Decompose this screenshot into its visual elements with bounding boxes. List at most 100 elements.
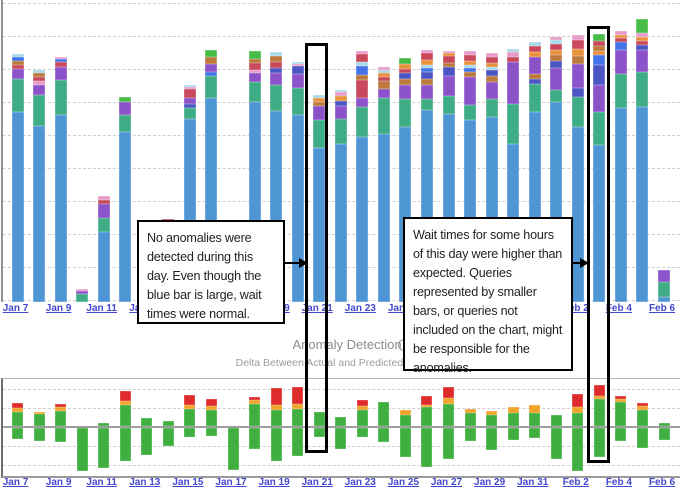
- delta-up-green-Jan-16[interactable]: [205, 410, 217, 426]
- x-axis-label-Jan-7[interactable]: Jan 7: [2, 477, 29, 488]
- stacked-bar-Feb-5[interactable]: [636, 19, 649, 302]
- delta-down-green-Feb-2[interactable]: [572, 428, 584, 471]
- delta-down-green-Jan-15[interactable]: [184, 428, 196, 437]
- delta-down-green-Jan-26[interactable]: [421, 428, 433, 467]
- delta-up-red-Jan-23[interactable]: [356, 400, 368, 406]
- delta-up-red-Jan-7[interactable]: [12, 403, 23, 408]
- delta-down-green-Jan-16[interactable]: [205, 428, 217, 436]
- delta-up-green-Jan-29[interactable]: [486, 415, 498, 426]
- delta-down-green-Jan-25[interactable]: [399, 428, 411, 457]
- x-axis-label-Jan-15[interactable]: Jan 15: [172, 477, 204, 488]
- delta-up-red-Jan-20[interactable]: [292, 387, 304, 404]
- delta-up-orange-Jan-29[interactable]: [486, 411, 498, 415]
- delta-up-red-Feb-4[interactable]: [615, 396, 627, 399]
- delta-up-orange-Jan-12[interactable]: [119, 401, 131, 405]
- x-axis-label-Jan-23[interactable]: Jan 23: [344, 477, 376, 488]
- delta-up-orange-Jan-18[interactable]: [249, 400, 261, 404]
- x-axis-label-Jan-27[interactable]: Jan 27: [430, 477, 463, 488]
- delta-down-green-Jan-22[interactable]: [335, 428, 347, 449]
- delta-down-green-Jan-31[interactable]: [529, 428, 541, 438]
- stacked-bar-Jan-24[interactable]: [377, 67, 390, 302]
- delta-down-green-Jan-19[interactable]: [270, 428, 282, 461]
- delta-up-red-Jan-19[interactable]: [270, 388, 282, 405]
- delta-down-green-Jan-9[interactable]: [55, 428, 67, 442]
- stacked-bar-Feb-3[interactable]: [593, 34, 606, 302]
- delta-up-orange-Jan-23[interactable]: [356, 406, 368, 410]
- stacked-bar-Jan-11[interactable]: [97, 196, 110, 302]
- delta-up-orange-Jan-27[interactable]: [443, 398, 454, 404]
- delta-up-orange-Jan-8[interactable]: [33, 412, 45, 414]
- delta-up-green-Feb-5[interactable]: [636, 410, 648, 426]
- delta-down-green-Jan-10[interactable]: [76, 428, 88, 471]
- delta-up-red-Feb-5[interactable]: [636, 403, 648, 406]
- delta-up-orange-Jan-28[interactable]: [464, 409, 476, 413]
- delta-up-green-Jan-9[interactable]: [55, 411, 67, 426]
- delta-up-red-Jan-16[interactable]: [205, 399, 217, 406]
- stacked-bar-Jan-23[interactable]: [356, 51, 369, 302]
- delta-up-orange-Jan-25[interactable]: [399, 410, 411, 415]
- delta-up-green-Jan-15[interactable]: [184, 409, 196, 426]
- delta-up-green-Jan-28[interactable]: [464, 413, 476, 426]
- delta-up-green-Feb-1[interactable]: [550, 415, 562, 426]
- delta-up-red-Jan-26[interactable]: [421, 396, 433, 405]
- x-axis-label-Feb-2[interactable]: Feb 2: [562, 477, 589, 488]
- delta-up-orange-Jan-30[interactable]: [507, 407, 519, 413]
- delta-up-orange-Jan-9[interactable]: [55, 407, 67, 411]
- delta-up-green-Jan-25[interactable]: [399, 415, 411, 426]
- delta-down-green-Jan-30[interactable]: [507, 428, 519, 440]
- delta-down-green-Feb-3[interactable]: [593, 428, 605, 457]
- delta-up-orange-Jan-31[interactable]: [529, 405, 541, 413]
- delta-up-orange-Jan-16[interactable]: [205, 406, 217, 410]
- delta-up-orange-Jan-20[interactable]: [292, 404, 304, 409]
- x-axis-label-Jan-11[interactable]: Jan 11: [86, 303, 117, 314]
- x-axis-label-Feb-4[interactable]: Feb 4: [605, 303, 632, 314]
- delta-up-green-Jan-27[interactable]: [443, 404, 454, 426]
- delta-up-green-Feb-6[interactable]: [658, 423, 670, 426]
- delta-down-green-Jan-28[interactable]: [464, 428, 476, 441]
- delta-up-red-Feb-2[interactable]: [572, 394, 584, 407]
- stacked-bar-Jan-12[interactable]: [119, 97, 132, 302]
- x-axis-label-Feb-6[interactable]: Feb 6: [648, 477, 676, 488]
- delta-down-green-Jan-27[interactable]: [443, 428, 454, 459]
- delta-up-green-Jan-14[interactable]: [162, 421, 174, 426]
- x-axis-label-Feb-4[interactable]: Feb 4: [605, 477, 632, 488]
- delta-down-green-Feb-6[interactable]: [658, 428, 670, 440]
- delta-up-green-Jan-8[interactable]: [33, 414, 45, 426]
- delta-up-green-Jan-12[interactable]: [119, 405, 131, 426]
- delta-up-green-Jan-7[interactable]: [12, 412, 23, 426]
- delta-up-red-Jan-18[interactable]: [249, 397, 261, 400]
- delta-up-green-Jan-31[interactable]: [529, 413, 541, 426]
- delta-up-green-Jan-24[interactable]: [378, 402, 390, 426]
- delta-up-red-Jan-27[interactable]: [443, 387, 454, 398]
- x-axis-label-Jan-23[interactable]: Jan 23: [344, 303, 376, 314]
- delta-down-green-Jan-29[interactable]: [486, 428, 498, 450]
- delta-up-orange-Feb-5[interactable]: [636, 406, 648, 410]
- delta-down-green-Jan-24[interactable]: [378, 428, 390, 442]
- delta-up-orange-Jan-26[interactable]: [421, 405, 433, 407]
- delta-up-orange-Jan-15[interactable]: [184, 405, 196, 409]
- x-axis-label-Jan-31[interactable]: Jan 31: [517, 477, 549, 488]
- delta-down-green-Feb-4[interactable]: [615, 428, 627, 441]
- stacked-bar-Jan-20[interactable]: [291, 62, 304, 302]
- delta-up-green-Jan-13[interactable]: [141, 418, 153, 426]
- x-axis-label-Feb-2[interactable]: Feb 2: [562, 303, 589, 314]
- delta-up-green-Feb-3[interactable]: [593, 399, 605, 426]
- x-axis-label-Feb-6[interactable]: Feb 6: [648, 303, 676, 314]
- delta-down-green-Jan-8[interactable]: [33, 428, 45, 441]
- x-axis-label-Jan-21[interactable]: Jan 21: [301, 303, 333, 314]
- stacked-bar-Jan-7[interactable]: [11, 54, 24, 302]
- delta-up-orange-Feb-2[interactable]: [572, 407, 584, 413]
- x-axis-label-Jan-29[interactable]: Jan 29: [474, 477, 506, 488]
- delta-up-green-Jan-26[interactable]: [421, 407, 433, 426]
- delta-up-green-Feb-2[interactable]: [572, 413, 584, 426]
- stacked-bar-Jan-9[interactable]: [54, 57, 67, 302]
- delta-up-green-Jan-18[interactable]: [249, 404, 261, 426]
- delta-down-green-Jan-14[interactable]: [162, 428, 174, 446]
- delta-up-green-Jan-23[interactable]: [356, 410, 368, 426]
- x-axis-label-Jan-13[interactable]: Jan 13: [129, 477, 161, 488]
- delta-up-orange-Jan-7[interactable]: [12, 408, 23, 412]
- delta-up-green-Jan-30[interactable]: [507, 413, 519, 426]
- delta-up-orange-Feb-4[interactable]: [615, 399, 627, 402]
- delta-up-green-Jan-19[interactable]: [270, 410, 282, 426]
- delta-up-orange-Jan-19[interactable]: [270, 405, 282, 410]
